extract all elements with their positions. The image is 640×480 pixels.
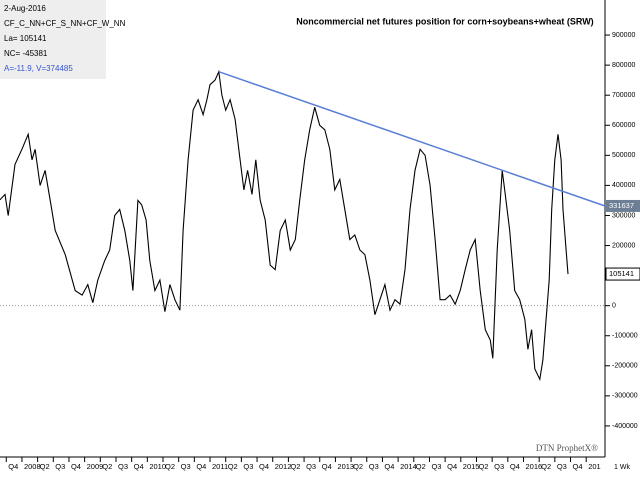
y-tick-label: 200000 xyxy=(612,242,635,249)
x-tick-label: Q3 xyxy=(118,462,128,471)
trend-value-box xyxy=(606,199,640,212)
x-tick-label: Q3 xyxy=(557,462,567,471)
last-value-label: 105141 xyxy=(609,269,634,278)
y-tick-label: 500000 xyxy=(612,152,635,159)
x-tick-label: 201 xyxy=(588,462,601,471)
info-panel xyxy=(0,0,106,79)
x-tick-label: 2012 xyxy=(275,462,292,471)
x-tick-label: Q3 xyxy=(306,462,316,471)
y-tick-label: 0 xyxy=(612,303,616,310)
x-tick-label: Q4 xyxy=(384,462,394,471)
x-tick-label: Q2 xyxy=(165,462,175,471)
x-tick-label: 2009 xyxy=(87,462,104,471)
watermark: DTN ProphetX® xyxy=(536,443,598,453)
chart-title: Noncommercial net futures position for c… xyxy=(296,16,593,26)
y-tick-label: 900000 xyxy=(612,32,635,39)
x-tick-label: Q2 xyxy=(40,462,50,471)
y-tick-label: 600000 xyxy=(612,122,635,129)
x-tick-label: Q2 xyxy=(541,462,551,471)
x-tick-label: Q4 xyxy=(447,462,457,471)
trendline xyxy=(218,70,606,207)
y-tick-label: -200000 xyxy=(612,363,638,370)
y-tick-label: 400000 xyxy=(612,182,635,189)
x-tick-label: Q4 xyxy=(71,462,81,471)
x-tick-label: Q4 xyxy=(8,462,18,471)
info-text: 2-Aug-2016 xyxy=(4,4,46,13)
x-tick-label: Q3 xyxy=(55,462,65,471)
x-tick-label: Q3 xyxy=(243,462,253,471)
x-tick-label: Q4 xyxy=(510,462,520,471)
x-tick-label: 2015 xyxy=(463,462,480,471)
line-series xyxy=(0,69,569,382)
info-text: La= 105141 xyxy=(4,34,47,43)
x-tick-label: Q3 xyxy=(431,462,441,471)
x-tick-label: 2011 xyxy=(212,462,228,471)
info-text: NC= -45381 xyxy=(4,49,48,58)
x-tick-label: Q3 xyxy=(494,462,504,471)
x-tick-label: 2016 xyxy=(525,462,542,471)
y-tick-label: -100000 xyxy=(612,333,638,340)
x-tick-label: Q3 xyxy=(181,462,191,471)
x-tick-label: 2014 xyxy=(400,462,417,471)
y-tick-label: 800000 xyxy=(612,62,635,69)
x-tick-label: Q2 xyxy=(228,462,238,471)
x-tick-label: Q4 xyxy=(573,462,583,471)
trend-value-label: 331637 xyxy=(609,201,634,210)
x-tick-label: Q2 xyxy=(353,462,363,471)
x-tick-label: Q4 xyxy=(134,462,144,471)
x-tick-label: Q4 xyxy=(259,462,269,471)
x-tick-label: 2013 xyxy=(337,462,354,471)
info-text: A=-11.9, V=374485 xyxy=(4,64,73,73)
period-label: 1 Wk xyxy=(614,464,630,471)
y-tick-label: -300000 xyxy=(612,393,638,400)
x-tick-label: Q2 xyxy=(290,462,300,471)
x-tick-label: Q2 xyxy=(478,462,488,471)
x-tick-label: 2010 xyxy=(149,462,166,471)
y-tick-label: 300000 xyxy=(612,212,635,219)
x-tick-label: Q4 xyxy=(322,462,332,471)
y-tick-label: 700000 xyxy=(612,92,635,99)
x-tick-label: Q4 xyxy=(196,462,206,471)
last-value-box xyxy=(605,267,640,281)
x-tick-label: Q3 xyxy=(369,462,379,471)
y-tick-label: -400000 xyxy=(612,423,638,430)
x-tick-label: Q2 xyxy=(416,462,426,471)
info-text: CF_C_NN+CF_S_NN+CF_W_NN xyxy=(4,19,126,28)
x-tick-label: 2008 xyxy=(24,462,41,471)
x-tick-label: Q2 xyxy=(102,462,112,471)
